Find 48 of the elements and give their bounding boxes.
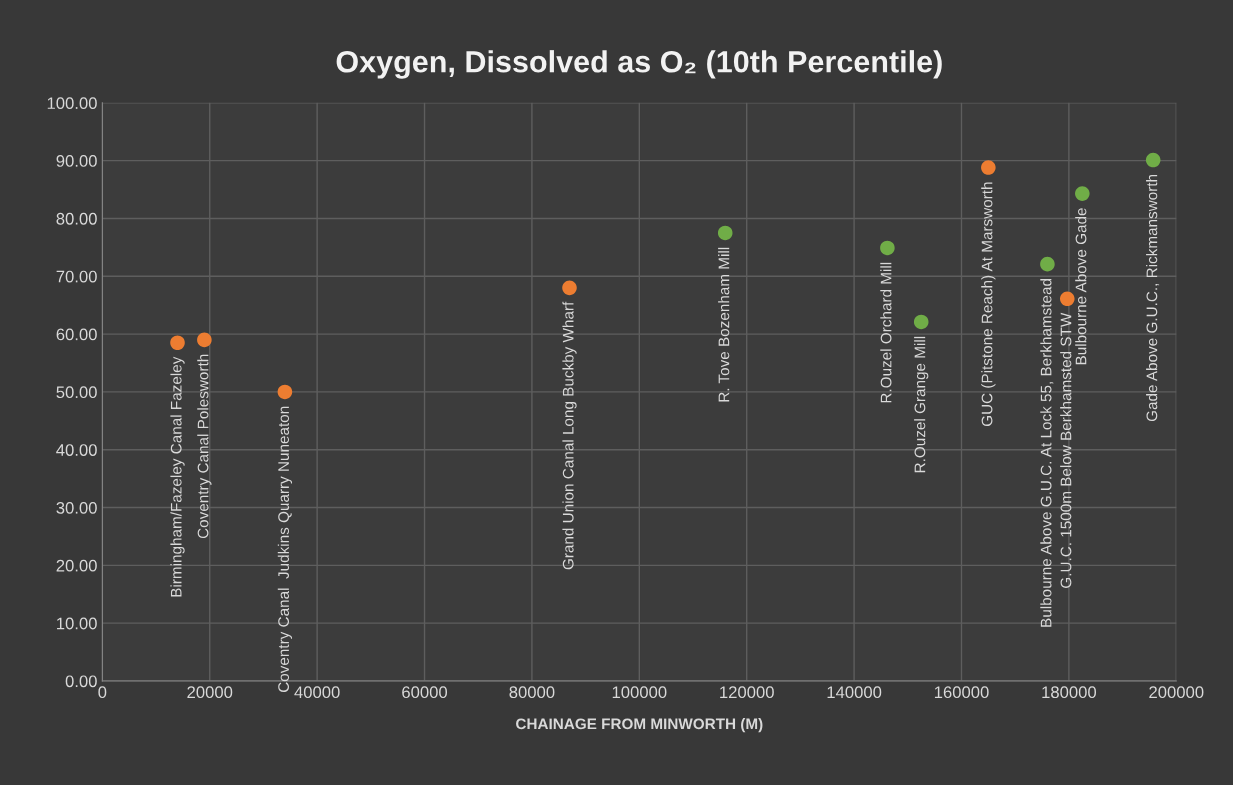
x-tick-label: 180000 [1042,686,1097,699]
y-tick-label: 80.00 [56,212,97,225]
y-tick-label: 40.00 [56,444,97,456]
y-tick-label: 90.00 [56,155,97,167]
point [1059,291,1075,307]
x-axis-title: CHAINAGE FROM MINWORTH (M) [516,718,763,733]
y-tick-label: 20.00 [56,559,97,572]
x-tick-label: 160000 [934,686,989,699]
x-tick-label: 100000 [612,686,667,699]
annotation: GUC (Pitstone Reach) At Marsworth [981,182,996,427]
x-tick-label: 60000 [402,686,448,699]
x-tick-label: 0 [98,686,107,699]
annotation: Coventry Canal Polesworth [197,354,212,539]
annotation: G.U.C. 1500m Below Berkhamsted STW [1060,312,1072,588]
annotation: Gade Above G.U.C., Rickmansworth [1146,174,1160,422]
x-tick-label: 200000 [1149,686,1204,699]
annotation: Birmingham/Fazeley Canal Fazeley [170,356,185,597]
point [880,240,895,256]
x-tick-label: 120000 [720,686,774,699]
annotation: R.Ouzel Grange Mill [914,336,929,473]
point [197,332,212,348]
y-tick-label: 100.00 [47,97,97,110]
chart-title: Oxygen, Dissolved as O₂ (10th Percentile) [336,50,942,79]
annotation: Coventry Canal Judkins Quarry Nuneaton [277,406,293,693]
point [170,335,185,351]
point [913,314,929,330]
y-tick-label: 60.00 [56,328,97,341]
point [277,384,293,400]
x-tick-label: 40000 [294,686,340,699]
annotation: R. Tove Bozenham Mill [718,247,730,402]
annotation: Grand Union Canal Long Buckby Wharf [562,301,577,570]
point [717,225,733,241]
annotation: R.Ouzel Orchard Mill [880,262,892,403]
y-tick-label: 70.00 [56,270,97,283]
y-tick-label: 50.00 [56,386,97,399]
point [981,160,996,175]
y-tick-label: 10.00 [57,617,97,630]
annotation: Bulbourne Above Gade [1075,208,1087,365]
y-tick-label: 0.00 [65,675,97,688]
point [1075,186,1090,201]
point [1040,256,1055,272]
annotation: Bulbourne Above G.U.C. At Lock 55, Berkhamstead [1040,278,1054,627]
x-tick-label: 140000 [827,686,882,699]
point [562,280,577,296]
point [1145,152,1161,168]
x-tick-label: 20000 [187,686,233,699]
x-tick-label: 80000 [509,686,555,699]
y-tick-label: 30.00 [56,501,97,514]
